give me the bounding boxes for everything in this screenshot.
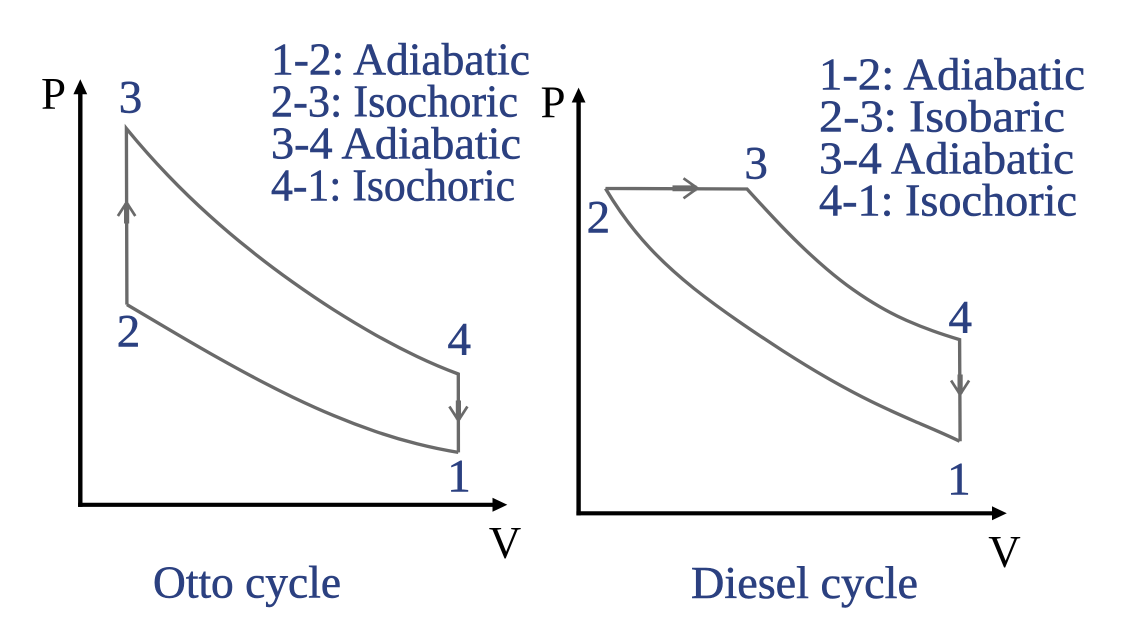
- svg-text:4: 4: [448, 314, 472, 366]
- svg-text:1-2: Adiabatic: 1-2: Adiabatic: [271, 34, 530, 84]
- svg-text:3: 3: [119, 72, 143, 124]
- svg-text:4-1: Isochoric: 4-1: Isochoric: [271, 160, 515, 210]
- svg-text:4: 4: [948, 291, 972, 343]
- svg-text:1: 1: [947, 454, 971, 506]
- svg-text:1: 1: [447, 451, 471, 503]
- svg-text:4-1: Isochoric: 4-1: Isochoric: [819, 175, 1077, 225]
- svg-text:2-3: Isochoric: 2-3: Isochoric: [271, 76, 518, 126]
- svg-text:V: V: [489, 518, 522, 568]
- svg-text:2: 2: [117, 306, 141, 358]
- svg-text:2-3: Isobaric: 2-3: Isobaric: [819, 91, 1065, 141]
- svg-text:Otto cycle: Otto cycle: [153, 558, 341, 608]
- svg-text:V: V: [988, 527, 1021, 577]
- svg-text:3-4 Adiabatic: 3-4 Adiabatic: [819, 133, 1074, 183]
- svg-text:P: P: [540, 78, 565, 128]
- svg-text:1-2: Adiabatic: 1-2: Adiabatic: [819, 49, 1085, 99]
- svg-text:2: 2: [587, 192, 611, 244]
- svg-text:Diesel cycle: Diesel cycle: [691, 558, 918, 608]
- svg-text:3-4 Adiabatic: 3-4 Adiabatic: [271, 118, 521, 168]
- svg-text:P: P: [41, 69, 66, 119]
- svg-text:3: 3: [744, 138, 768, 190]
